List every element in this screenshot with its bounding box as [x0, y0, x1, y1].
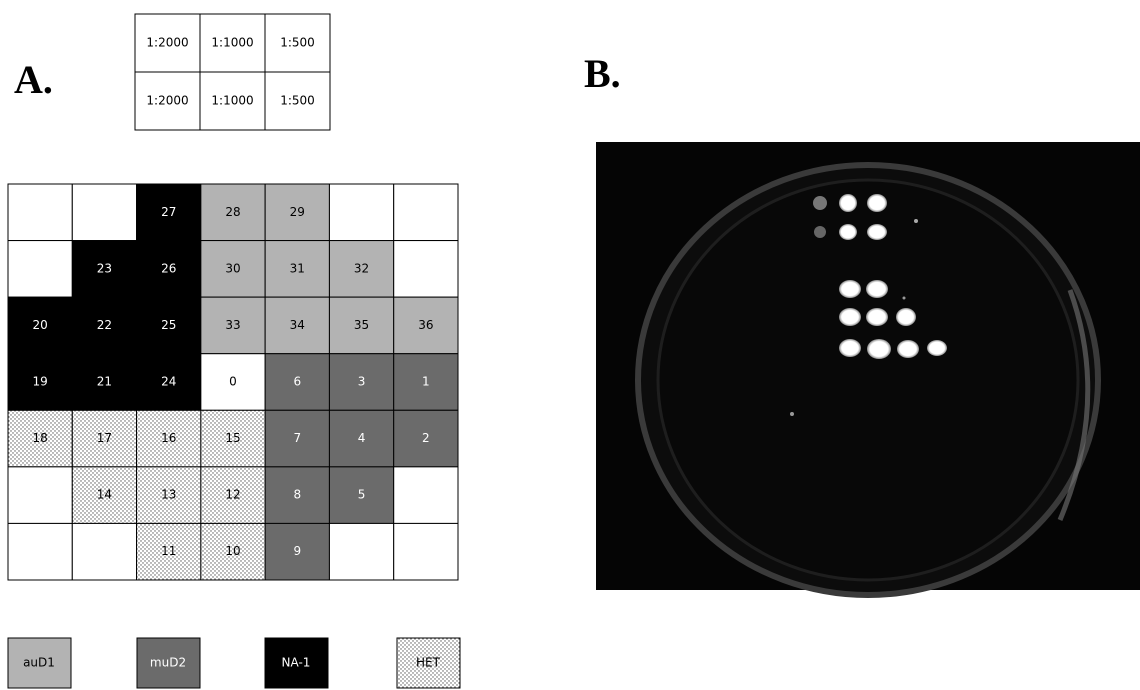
cell-text: 1:500	[280, 94, 315, 108]
cell-text: 23	[97, 261, 112, 275]
figure: A. B. 1:2000 1:1000 1:500 1:2000 1:1000 1:500…	[0, 0, 1140, 690]
cell-text: 19	[33, 375, 48, 389]
cell-text: 30	[225, 261, 240, 275]
cell-text: 33	[225, 318, 240, 332]
cell-text: 1:2000	[146, 94, 188, 108]
cell-text: 13	[161, 488, 176, 502]
cell-text: 14	[97, 488, 112, 502]
grid-cell	[394, 241, 458, 298]
cell-text: 0	[229, 375, 237, 389]
grid-cell	[72, 523, 136, 580]
panel-label: B.	[584, 51, 621, 96]
panel-label: A.	[14, 57, 53, 102]
grid-cell	[329, 523, 393, 580]
cell-text: 17	[97, 431, 112, 445]
cell-text: 20	[33, 318, 48, 332]
legend-label: muD2	[150, 656, 186, 670]
cell-text: 9	[293, 544, 301, 558]
cell-text: 24	[161, 375, 176, 389]
grid-cell	[8, 241, 72, 298]
cell-text: 16	[161, 431, 176, 445]
cell-text: 7	[293, 431, 301, 445]
grid-cell	[394, 467, 458, 524]
legend-label: HET	[416, 656, 441, 670]
cell-text: 32	[354, 261, 369, 275]
cell-text: 3	[358, 375, 366, 389]
cell-text: 1:500	[280, 36, 315, 50]
cell-text: 4	[358, 431, 366, 445]
cell-text: 35	[354, 318, 369, 332]
cell-text: 21	[97, 375, 112, 389]
cell-text: 1	[422, 375, 430, 389]
cell-text: 2	[422, 431, 430, 445]
grid-cell	[329, 184, 393, 241]
cell-text: 10	[225, 544, 240, 558]
legend-label: auD1	[23, 656, 55, 670]
grid-cell	[72, 184, 136, 241]
legend-label: NA-1	[282, 656, 311, 670]
grid-cell	[8, 523, 72, 580]
photo	[596, 142, 1140, 595]
grid-cell	[8, 184, 72, 241]
cell-text: 34	[290, 318, 305, 332]
grid-cell	[394, 523, 458, 580]
cell-text: 12	[225, 488, 240, 502]
cell-text: 22	[97, 318, 112, 332]
cell-text: 1:1000	[211, 94, 253, 108]
cell-text: 5	[358, 488, 366, 502]
cell-text: 18	[33, 431, 48, 445]
cell-text: 31	[290, 261, 305, 275]
cell-text: 8	[293, 488, 301, 502]
grid-cell	[8, 467, 72, 524]
cell-text: 1:2000	[146, 36, 188, 50]
cell-text: 29	[290, 205, 305, 219]
cell-text: 36	[418, 318, 433, 332]
cell-text: 27	[161, 205, 176, 219]
cell-text: 6	[293, 375, 301, 389]
cell-text: 15	[225, 431, 240, 445]
cell-text: 25	[161, 318, 176, 332]
grid-cell	[394, 184, 458, 241]
cell-text: 28	[225, 205, 240, 219]
cell-text: 1:1000	[211, 36, 253, 50]
cell-text: 26	[161, 261, 176, 275]
cell-text: 11	[161, 544, 176, 558]
